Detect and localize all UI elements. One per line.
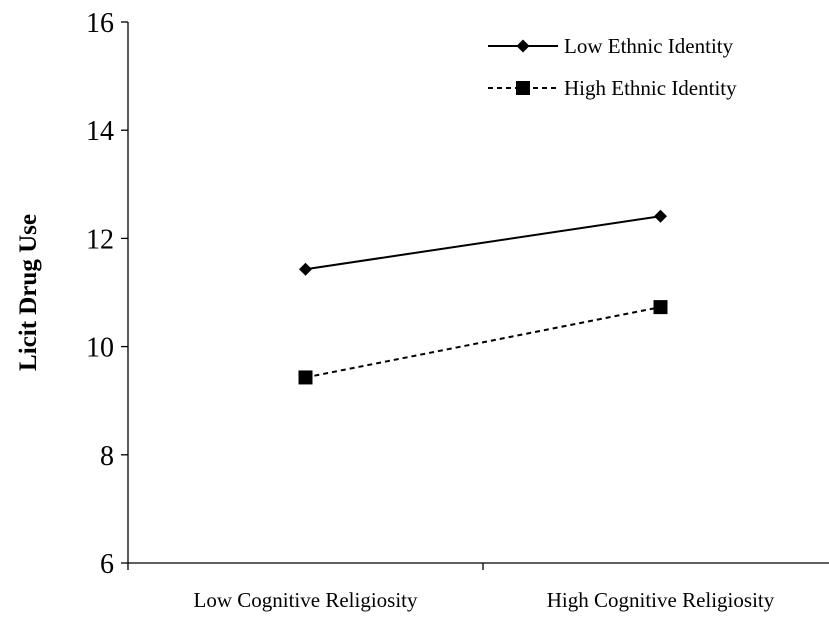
data-point-series-1 <box>299 262 312 276</box>
axes <box>127 22 829 564</box>
y-axis-label: Licit Drug Use <box>15 214 42 371</box>
data-point-series-2 <box>653 300 668 315</box>
legend-label: High Ethnic Identity <box>564 76 737 100</box>
y-tick-label: 12 <box>86 224 114 255</box>
y-tick-label: 14 <box>86 116 114 147</box>
y-tick-label: 6 <box>100 549 114 580</box>
legend-swatch-marker <box>516 81 530 95</box>
series-line-2 <box>305 306 661 379</box>
legend-swatch-marker <box>516 39 530 53</box>
x-tick-label: Low Cognitive Religiosity <box>194 588 418 612</box>
x-tick-label: High Cognitive Religiosity <box>547 588 775 612</box>
x-tick-group: Low Cognitive Religiosity High Cognitive … <box>127 563 775 612</box>
legend-label: Low Ethnic Identity <box>564 34 734 58</box>
series-group <box>298 209 668 385</box>
y-tick-label: 10 <box>86 333 114 364</box>
y-tick-label: 8 <box>100 441 114 472</box>
data-point-series-1 <box>654 209 667 223</box>
series-line-1 <box>305 215 661 271</box>
y-tick-label: 16 <box>86 8 114 39</box>
legend: Low Ethnic Identity High Ethnic Identity <box>488 34 737 100</box>
data-point-series-2 <box>298 370 313 385</box>
y-tick-group: 6 8 10 12 14 16 <box>86 8 128 580</box>
